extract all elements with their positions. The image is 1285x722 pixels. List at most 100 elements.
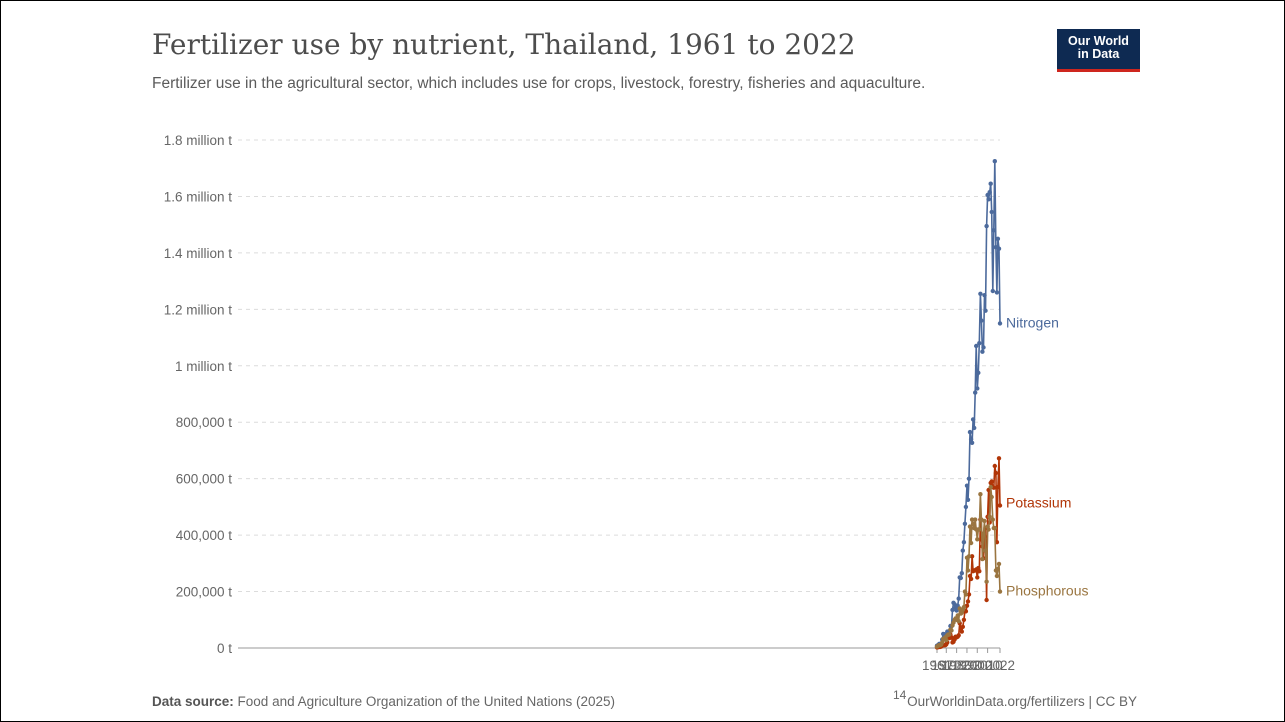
data-point (965, 568, 971, 573)
chart-subtitle: Fertilizer use in the agricultural secto… (152, 75, 926, 92)
data-point (994, 573, 1000, 579)
data-point (983, 548, 988, 553)
series-line (936, 486, 1001, 648)
data-point (963, 504, 969, 510)
data-point (969, 554, 975, 559)
data-point (972, 425, 977, 431)
series-line (936, 160, 1001, 647)
data-point (997, 321, 1003, 326)
attribution-link[interactable]: OurWorldinData.org/fertilizers | CC BY (907, 694, 1137, 709)
data-point (944, 637, 949, 643)
data-point (988, 181, 993, 186)
data-point (982, 293, 987, 298)
data-point (989, 209, 994, 215)
data-point (984, 223, 989, 229)
data-point (964, 483, 970, 488)
series-label: Potassium (1006, 494, 1071, 510)
data-point (992, 159, 997, 164)
data-point (980, 349, 985, 354)
data-point (974, 343, 979, 349)
x-tick-label: 1961 (922, 658, 952, 673)
series-lines (934, 159, 1003, 650)
data-point (959, 629, 964, 634)
data-point (965, 599, 971, 604)
data-point (976, 370, 981, 375)
y-tick-label: 200,000 t (176, 585, 233, 600)
data-point (959, 571, 964, 576)
x-tick-label: 2010 (973, 658, 1003, 673)
data-point (978, 492, 983, 497)
data-point (968, 437, 974, 442)
data-point (977, 569, 982, 574)
source-label: Data source: (152, 694, 234, 709)
data-point (966, 592, 972, 597)
data-point (987, 514, 992, 519)
chart-title: Fertilizer use by nutrient, Thailand, 19… (152, 28, 856, 61)
data-point (977, 527, 982, 532)
data-point (978, 291, 983, 296)
data-point (966, 554, 972, 559)
series-label: Phosphorous (1006, 583, 1089, 599)
x-tick-label: 1970 (931, 658, 961, 673)
data-point (950, 607, 955, 613)
data-point (981, 345, 986, 350)
x-tick-label: 2000 (962, 658, 992, 673)
data-point (961, 540, 967, 545)
page-number: 14 (893, 688, 907, 702)
data-point (961, 604, 967, 610)
data-point (986, 527, 991, 532)
data-point (989, 494, 994, 500)
series-phosphorous[interactable] (934, 484, 1003, 649)
data-point (992, 525, 997, 531)
data-point (965, 497, 971, 502)
y-tick-label: 800,000 t (176, 415, 233, 430)
data-point (960, 548, 965, 553)
x-tick-label: 2022 (985, 658, 1015, 673)
y-tick-label: 1.8 million t (164, 133, 233, 148)
data-point (990, 517, 995, 522)
y-tick-label: 1.4 million t (164, 246, 233, 261)
data-point (961, 617, 967, 622)
x-tick-label: 1980 (942, 658, 972, 673)
data-point (992, 463, 997, 469)
data-point (956, 596, 961, 601)
data-point (973, 390, 978, 395)
data-point (970, 417, 976, 422)
y-axis-ticks: 0 t 200,000 t 400,000 t 600,000 t 800,000 t 1… (164, 133, 233, 656)
data-point (956, 633, 961, 638)
y-tick-label: 0 t (217, 641, 232, 656)
data-point (967, 429, 973, 435)
logo-line-1: Our World (1068, 34, 1129, 48)
data-point (960, 624, 965, 629)
series-labels: Nitrogen Potassium Phosphorous (1006, 314, 1089, 598)
data-point (975, 537, 980, 542)
data-point (968, 540, 974, 546)
y-tick-label: 1 million t (175, 359, 232, 374)
y-tick-label: 1.6 million t (164, 189, 233, 204)
data-point (994, 290, 1000, 295)
data-point (983, 308, 988, 313)
data-point (995, 566, 1001, 572)
data-point (969, 517, 975, 522)
data-point (977, 341, 982, 346)
data-source: Data source: Food and Agriculture Organi… (152, 694, 615, 709)
data-point (986, 197, 991, 202)
data-point (979, 318, 984, 323)
data-point (981, 531, 986, 536)
owid-logo[interactable]: Our World in Data (1057, 29, 1140, 72)
x-tick-label: 1990 (952, 658, 982, 673)
data-point (997, 589, 1003, 594)
data-point (969, 440, 975, 445)
data-point (984, 597, 989, 603)
data-point (956, 619, 961, 624)
data-point (975, 386, 980, 391)
source-text: Food and Agriculture Organization of the… (237, 694, 616, 709)
data-point (996, 456, 1002, 461)
data-point (967, 524, 973, 529)
data-point (995, 236, 1001, 241)
data-point (990, 288, 995, 294)
data-point (982, 518, 987, 524)
y-tick-label: 400,000 t (176, 528, 233, 543)
